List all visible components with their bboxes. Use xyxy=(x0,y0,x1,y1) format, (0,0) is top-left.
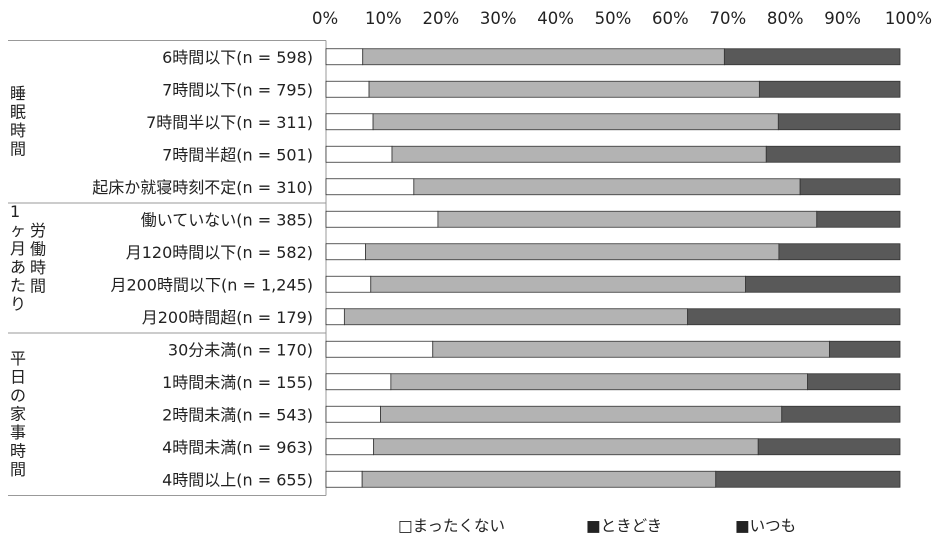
category-label: 6時間以下(n = 598) xyxy=(162,48,313,67)
category-label: 7時間半超(n = 501) xyxy=(162,145,313,164)
bar-segment-never xyxy=(325,373,392,391)
bar-segment-sometimes xyxy=(390,373,808,391)
bar-segment-always xyxy=(687,308,901,326)
bar-segment-never xyxy=(325,275,372,293)
bar-segment-always xyxy=(745,275,901,293)
legend-item: □まったくない xyxy=(398,517,505,535)
bar-segment-never xyxy=(325,243,367,261)
bar-segment-sometimes xyxy=(362,48,725,66)
x-tick-label: 20% xyxy=(422,9,459,28)
x-tick-label: 100% xyxy=(885,9,932,28)
bar-segment-always xyxy=(799,178,901,196)
bar-segment-sometimes xyxy=(432,340,830,358)
category-label: 4時間未満(n = 963) xyxy=(162,438,313,457)
group-label: 1 ヶ月あたり xyxy=(10,202,26,314)
category-labels: 6時間以下(n = 598) 7時間以下(n = 795) 7時間半以下(n = 3… xyxy=(92,48,313,490)
bar-segment-always xyxy=(758,80,901,98)
category-label: 30分未満(n = 170) xyxy=(168,340,313,359)
category-label: 起床か就寝時刻不定(n = 310) xyxy=(92,178,313,197)
bar-segment-never xyxy=(325,178,415,196)
bar-segment-never xyxy=(325,145,393,163)
x-axis: 0% 10% 20% 30% 40% 50% 60% 70% 80% 90% 100% xyxy=(312,9,932,28)
bar-segment-sometimes xyxy=(373,438,759,456)
bar-segment-always xyxy=(723,48,901,66)
x-tick-label: 0% xyxy=(312,9,338,28)
group-label-secondary: 労働時間 xyxy=(30,221,46,296)
bar-segment-never xyxy=(325,438,375,456)
bar-segment-sometimes xyxy=(391,145,767,163)
group-label: 平日の家事時間 xyxy=(10,349,26,479)
bar-segment-never xyxy=(325,48,364,66)
bar-segment-sometimes xyxy=(413,178,801,196)
bar-segment-always xyxy=(757,438,901,456)
x-tick-label: 90% xyxy=(824,9,861,28)
x-tick-label: 60% xyxy=(652,9,689,28)
category-label: 1時間未満(n = 155) xyxy=(162,373,313,392)
bar-segment-always xyxy=(816,210,901,228)
category-label: 4時間以上(n = 655) xyxy=(162,470,313,489)
bar-segment-never xyxy=(325,113,374,131)
bar-segment-always xyxy=(715,470,901,488)
bar-segment-sometimes xyxy=(361,470,717,488)
bar-segment-always xyxy=(828,340,901,358)
category-label: 働いていない(n = 385) xyxy=(141,210,313,229)
bar-segment-sometimes xyxy=(372,113,779,131)
bar-segment-sometimes xyxy=(380,405,783,423)
bar-segment-sometimes xyxy=(370,275,746,293)
x-tick-label: 50% xyxy=(595,9,632,28)
x-tick-label: 10% xyxy=(365,9,402,28)
category-label: 月120時間以下(n = 582) xyxy=(126,243,313,262)
x-tick-label: 70% xyxy=(709,9,746,28)
legend: □まったくない ■ときどき ■いつも xyxy=(398,517,796,535)
legend-item: ■ときどき xyxy=(586,517,662,535)
x-tick-label: 40% xyxy=(537,9,574,28)
bar-segment-always xyxy=(781,405,901,423)
bar-segment-never xyxy=(325,470,363,488)
bar-segment-never xyxy=(325,80,370,98)
group-label: 睡眠時間 xyxy=(10,84,26,159)
category-frame xyxy=(8,40,327,496)
bar-segment-sometimes xyxy=(437,210,818,228)
bar-segment-always xyxy=(765,145,901,163)
bar-segment-always xyxy=(777,113,901,131)
x-tick-label: 80% xyxy=(767,9,804,28)
bar-segment-never xyxy=(325,340,434,358)
bar-segment-never xyxy=(325,210,439,228)
category-label: 7時間以下(n = 795) xyxy=(162,80,313,99)
bar-segment-sometimes xyxy=(343,308,689,326)
category-label: 2時間未満(n = 543) xyxy=(162,405,313,424)
bar-segment-sometimes xyxy=(368,80,760,98)
bars xyxy=(325,48,901,488)
bar-segment-sometimes xyxy=(365,243,780,261)
x-tick-label: 30% xyxy=(480,9,517,28)
category-label: 7時間半以下(n = 311) xyxy=(146,113,313,132)
bar-segment-never xyxy=(325,308,345,326)
bar-segment-always xyxy=(778,243,901,261)
bar-segment-never xyxy=(325,405,381,423)
category-label: 月200時間超(n = 179) xyxy=(142,308,313,327)
category-label: 月200時間以下(n = 1,245) xyxy=(110,275,313,294)
bar-segment-always xyxy=(807,373,901,391)
legend-item: ■いつも xyxy=(735,517,796,535)
